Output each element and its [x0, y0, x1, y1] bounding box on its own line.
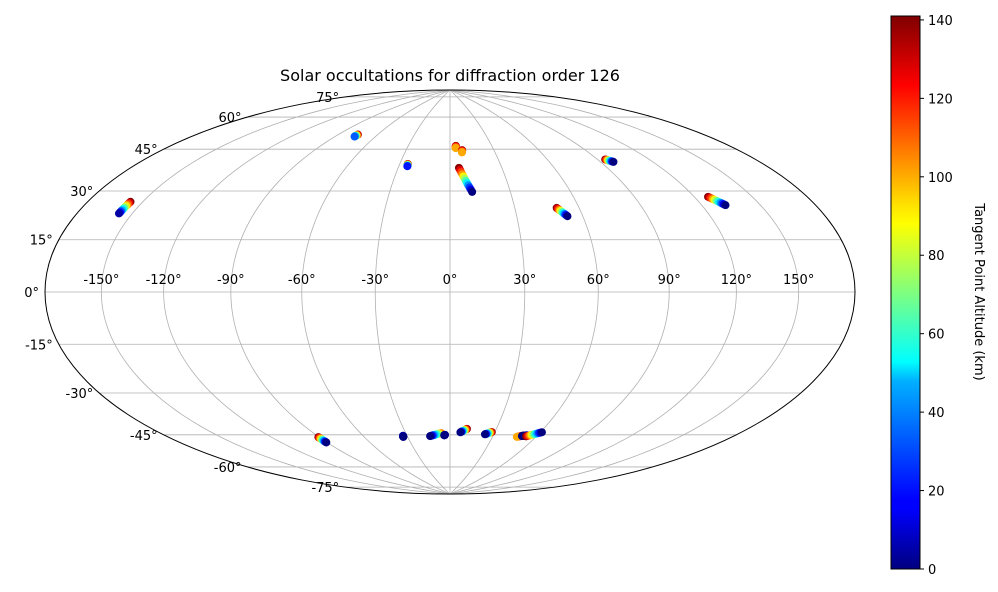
x-tick-label: -60°: [288, 273, 316, 288]
data-point: [457, 148, 466, 157]
x-tick-label: 120°: [721, 273, 752, 288]
colorbar-tick-label: 80: [928, 249, 945, 264]
data-point: [468, 187, 477, 196]
x-tick-label: -120°: [146, 273, 182, 288]
grid: [45, 90, 855, 494]
y-tick-label: 0°: [24, 286, 39, 301]
x-tick-label: 90°: [658, 273, 681, 288]
colorbar-ticks: 0 20 40 60 80 100 120 140: [920, 14, 953, 578]
data-point: [609, 157, 618, 166]
colorbar-tick-label: 20: [928, 485, 945, 500]
colorbar-tick-label: 120: [928, 92, 953, 107]
x-tick-label: 0°: [443, 273, 458, 288]
y-tick-label: -30°: [66, 387, 94, 402]
y-tick-label: 15°: [30, 234, 53, 249]
data-point: [480, 430, 489, 439]
data-point: [537, 428, 546, 437]
data-point: [451, 144, 460, 153]
data-point: [563, 212, 572, 221]
colorbar-tick-label: 60: [928, 328, 945, 343]
colorbar-gradient: [890, 15, 921, 570]
x-tick-label: 150°: [783, 273, 814, 288]
colorbar-label: Tangent Point Altitude (km): [971, 202, 986, 380]
y-tick-label: 60°: [218, 111, 241, 126]
y-tick-label: -45°: [130, 429, 158, 444]
data-point: [350, 132, 359, 141]
data-point: [403, 162, 412, 171]
y-tick-label: 75°: [316, 91, 339, 106]
x-tick-label: -150°: [83, 273, 119, 288]
y-tick-labels: -75° -60° -45° -30° -15° 0° 15° 30° 45° 60° 75°: [24, 91, 339, 496]
x-tick-label: 60°: [587, 273, 610, 288]
map-frame: [44, 89, 856, 495]
colorbar-tick-label: 140: [928, 14, 953, 29]
y-tick-label: 30°: [70, 185, 93, 200]
x-tick-labels: -150° -120° -90° -60° -30° 0° 30° 60° 90° 120° 150…: [83, 273, 814, 288]
y-tick-label: -15°: [25, 338, 53, 353]
colorbar-tick-label: 0: [928, 563, 936, 578]
data-point: [399, 432, 408, 441]
y-tick-label: -75°: [311, 481, 339, 496]
data-point: [456, 428, 465, 437]
x-tick-label: 30°: [513, 273, 536, 288]
data-point: [114, 209, 123, 218]
y-tick-label: 45°: [135, 143, 158, 158]
colorbar-tick-label: 100: [928, 171, 953, 186]
y-tick-label: -60°: [214, 461, 242, 476]
colorbar: 0 20 40 60 80 100 120 140 Tangent Point Altitud…: [890, 14, 986, 578]
data-point: [426, 432, 435, 441]
x-tick-label: -90°: [217, 273, 245, 288]
data-point: [322, 438, 331, 447]
data-point: [721, 201, 730, 210]
chart-title: Solar occultations for diffraction order…: [280, 66, 620, 85]
data-points: [114, 130, 730, 447]
colorbar-tick-label: 40: [928, 406, 945, 421]
x-tick-label: -30°: [361, 273, 389, 288]
data-point: [440, 431, 449, 440]
